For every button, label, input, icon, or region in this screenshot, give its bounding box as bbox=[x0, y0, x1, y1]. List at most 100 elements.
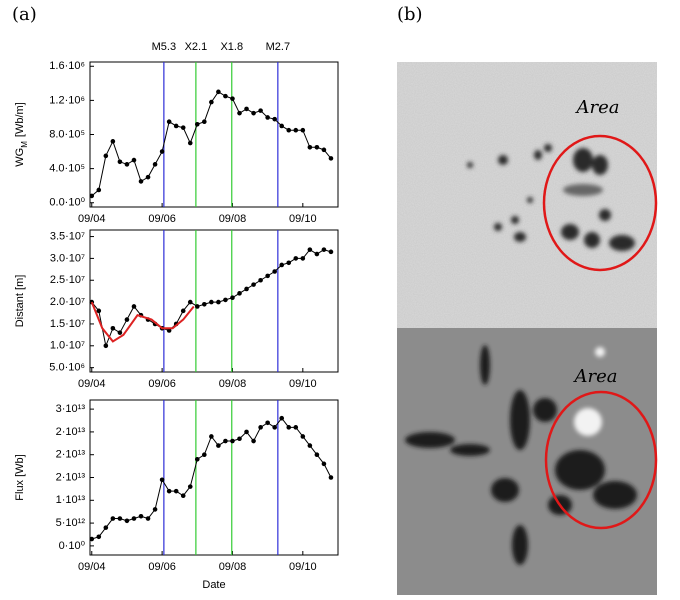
y-tick-label: 1.5·10⁷ bbox=[50, 318, 85, 330]
y-tick-label: 3.0·10⁷ bbox=[50, 252, 85, 264]
data-point bbox=[96, 534, 102, 540]
data-point bbox=[272, 116, 277, 122]
x-tick-label: 09/10 bbox=[289, 561, 317, 573]
data-point bbox=[89, 193, 95, 199]
y-tick-label: 2.5·10⁷ bbox=[50, 274, 85, 286]
y-tick-label: 5.0·10⁶ bbox=[49, 362, 85, 374]
y-tick-label: 0.0·10⁰ bbox=[49, 197, 85, 209]
area-ellipse bbox=[542, 134, 658, 272]
y-tick-label: 5·10¹² bbox=[56, 517, 86, 529]
data-point bbox=[180, 308, 186, 314]
data-point bbox=[244, 429, 249, 435]
data-point bbox=[187, 484, 193, 489]
data-point bbox=[103, 153, 109, 159]
y-tick-label: 1.2·10⁶ bbox=[49, 94, 85, 106]
data-point bbox=[293, 127, 299, 133]
data-point bbox=[145, 174, 151, 180]
data-point bbox=[166, 488, 172, 494]
data-point bbox=[321, 461, 327, 467]
y-axis-label-part: WG bbox=[14, 148, 26, 167]
data-point bbox=[216, 443, 221, 448]
x-tick-label: 09/08 bbox=[219, 561, 247, 573]
data-point bbox=[110, 326, 116, 331]
data-point bbox=[180, 125, 186, 130]
plot-frame bbox=[89, 399, 339, 556]
event-label: X1.8 bbox=[220, 41, 243, 53]
data-point bbox=[202, 301, 207, 307]
area-label: Area bbox=[575, 97, 620, 118]
data-point bbox=[131, 157, 137, 163]
data-point bbox=[159, 477, 165, 483]
data-point bbox=[286, 127, 292, 133]
data-point bbox=[194, 304, 200, 309]
magnetogram-image bbox=[397, 328, 657, 595]
y-tick-label: 2·10¹³ bbox=[56, 471, 86, 483]
x-tick-label: 09/08 bbox=[219, 213, 247, 225]
data-point bbox=[258, 425, 263, 430]
x-tick-label: 09/04 bbox=[78, 561, 106, 573]
data-point bbox=[96, 308, 102, 314]
x-tick-label: 09/06 bbox=[148, 378, 176, 390]
data-point bbox=[180, 493, 186, 499]
event-label: M2.7 bbox=[266, 41, 290, 53]
data-point bbox=[124, 518, 130, 524]
data-point bbox=[152, 507, 158, 512]
y-tick-label: 3·10¹³ bbox=[56, 403, 86, 415]
data-point bbox=[173, 488, 179, 494]
data-point bbox=[251, 282, 256, 287]
data-point bbox=[124, 317, 130, 322]
data-point bbox=[145, 516, 151, 521]
data-point bbox=[117, 330, 123, 335]
data-point bbox=[194, 456, 200, 462]
data-point bbox=[187, 299, 193, 305]
plot-frame bbox=[89, 229, 339, 373]
data-point bbox=[307, 144, 313, 150]
data-point bbox=[223, 438, 228, 444]
y-tick-label: 4.0·10⁵ bbox=[49, 163, 85, 175]
series-line bbox=[90, 301, 195, 343]
data-point bbox=[230, 96, 235, 101]
data-point bbox=[89, 536, 95, 542]
data-point bbox=[258, 277, 263, 283]
data-point bbox=[187, 140, 193, 146]
data-point bbox=[202, 452, 207, 458]
data-point bbox=[265, 115, 270, 120]
data-point bbox=[117, 159, 123, 165]
data-point bbox=[237, 291, 242, 296]
continuum-image bbox=[397, 62, 657, 328]
y-tick-label: 1.0·10⁷ bbox=[50, 340, 85, 352]
data-point bbox=[216, 89, 221, 95]
data-point bbox=[138, 179, 144, 184]
data-point bbox=[131, 304, 137, 309]
data-point bbox=[216, 299, 221, 305]
x-tick-label: 09/10 bbox=[289, 378, 317, 390]
plot-frame bbox=[89, 61, 339, 208]
data-point bbox=[124, 162, 130, 167]
data-point bbox=[300, 256, 306, 261]
data-point bbox=[279, 415, 285, 421]
x-tick-label: 09/04 bbox=[78, 213, 106, 225]
data-point bbox=[314, 251, 320, 257]
data-point bbox=[202, 119, 207, 125]
data-point bbox=[103, 525, 109, 530]
data-point bbox=[103, 343, 109, 349]
y-axis-label-part: M bbox=[20, 141, 29, 148]
data-point bbox=[209, 434, 214, 439]
data-point bbox=[244, 286, 249, 292]
x-tick-label: 09/06 bbox=[148, 561, 176, 573]
data-point bbox=[279, 123, 285, 129]
data-point bbox=[209, 299, 214, 305]
y-axis-label-part: Distant [m] bbox=[14, 275, 26, 328]
y-tick-label: 1·10¹³ bbox=[56, 494, 86, 506]
data-point bbox=[300, 434, 306, 439]
y-tick-label: 0·10⁰ bbox=[59, 540, 86, 552]
data-point bbox=[293, 256, 299, 261]
x-tick-label: 09/08 bbox=[219, 378, 247, 390]
data-point bbox=[279, 262, 285, 268]
data-point bbox=[230, 295, 235, 301]
data-point bbox=[328, 249, 334, 255]
event-label: X2.1 bbox=[185, 41, 208, 53]
x-tick-label: 09/04 bbox=[78, 378, 106, 390]
data-point bbox=[223, 297, 228, 303]
